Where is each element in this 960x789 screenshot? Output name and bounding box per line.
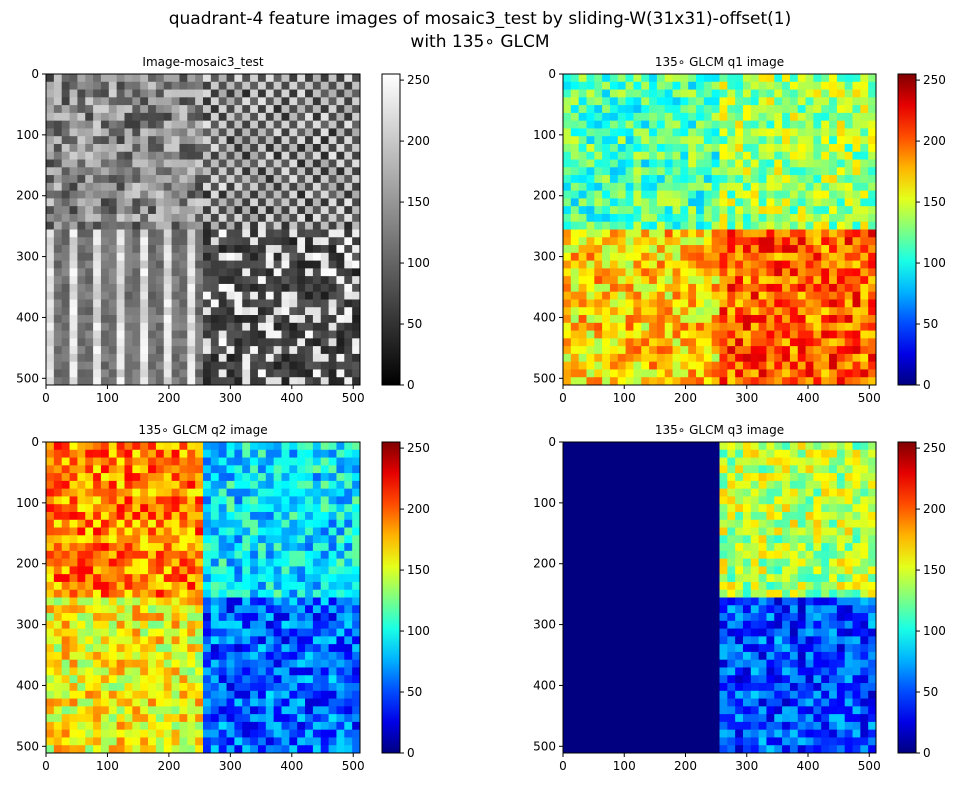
x-tick-label: 100: [613, 759, 636, 773]
heatmap-image-1: [46, 74, 360, 385]
y-tick-label: 100: [16, 496, 39, 510]
y-tick-label: 400: [533, 678, 556, 692]
x-tick-label: 0: [42, 759, 50, 773]
x-tick-label: 200: [157, 759, 180, 773]
x-tick-label: 500: [858, 391, 881, 405]
x-tick-label: 0: [559, 759, 567, 773]
x-tick-label: 400: [797, 759, 820, 773]
x-tick-label: 500: [858, 759, 881, 773]
y-tick-label: 300: [16, 250, 39, 264]
colorbar-tick-label: 100: [923, 256, 946, 270]
x-tick-label: 100: [613, 391, 636, 405]
colorbar-tick-label: 0: [923, 378, 931, 392]
x-tick-label: 300: [735, 391, 758, 405]
y-tick-label: 400: [16, 678, 39, 692]
colorbar-1: [381, 73, 401, 386]
subplot-title: Image-mosaic3_test: [142, 55, 263, 69]
colorbar-tick-label: 200: [407, 134, 430, 148]
heatmap-image-3: [46, 442, 360, 753]
x-tick-label: 0: [559, 391, 567, 405]
colorbar-tick-label: 200: [923, 134, 946, 148]
colorbar-3: [381, 441, 401, 754]
x-tick-label: 300: [219, 391, 242, 405]
x-tick-label: 0: [42, 391, 50, 405]
colorbar-tick-label: 250: [923, 441, 946, 455]
colorbar-tick-label: 0: [407, 746, 415, 760]
subplot-title: 135∘ GLCM q3 image: [655, 423, 784, 437]
colorbar-tick-label: 150: [407, 563, 430, 577]
y-tick-label: 200: [533, 189, 556, 203]
y-tick-label: 200: [533, 557, 556, 571]
y-tick-label: 200: [16, 557, 39, 571]
colorbar-tick-label: 200: [407, 502, 430, 516]
colorbar-2: [897, 73, 917, 386]
y-tick-label: 400: [16, 310, 39, 324]
colorbar-tick-label: 150: [923, 195, 946, 209]
colorbar-tick-label: 100: [407, 256, 430, 270]
subplot-title: 135∘ GLCM q1 image: [655, 55, 784, 69]
y-tick-label: 500: [16, 371, 39, 385]
subplot-title: 135∘ GLCM q2 image: [138, 423, 267, 437]
y-tick-label: 0: [31, 435, 39, 449]
colorbar-tick-label: 50: [923, 317, 938, 331]
colorbar-tick-label: 150: [407, 195, 430, 209]
colorbar-tick-label: 50: [407, 685, 422, 699]
y-tick-label: 100: [16, 128, 39, 142]
colorbar-tick-label: 50: [923, 685, 938, 699]
colorbar-tick-label: 100: [923, 624, 946, 638]
x-tick-label: 200: [157, 391, 180, 405]
x-tick-label: 400: [797, 391, 820, 405]
x-tick-label: 500: [342, 391, 365, 405]
y-tick-label: 300: [533, 250, 556, 264]
colorbar-tick-label: 0: [407, 378, 415, 392]
colorbar-tick-label: 200: [923, 502, 946, 516]
x-tick-label: 400: [280, 759, 303, 773]
figure-title-line-2: with 135∘ GLCM: [410, 32, 550, 52]
y-tick-label: 400: [533, 310, 556, 324]
plot-frame: [45, 441, 361, 754]
x-tick-label: 400: [280, 391, 303, 405]
y-tick-label: 300: [533, 618, 556, 632]
plot-frame: [562, 441, 877, 754]
colorbar-tick-label: 50: [407, 317, 422, 331]
colorbar-tick-label: 250: [407, 73, 430, 87]
x-tick-label: 200: [674, 391, 697, 405]
colorbar-tick-label: 250: [407, 441, 430, 455]
plot-frame: [562, 73, 877, 386]
y-tick-label: 200: [16, 189, 39, 203]
x-tick-label: 300: [219, 759, 242, 773]
y-tick-label: 0: [31, 67, 39, 81]
x-tick-label: 100: [96, 391, 119, 405]
y-tick-label: 500: [16, 739, 39, 753]
y-tick-label: 0: [548, 67, 556, 81]
plot-frame: [45, 73, 361, 386]
colorbar-tick-label: 0: [923, 746, 931, 760]
y-tick-label: 500: [533, 371, 556, 385]
x-tick-label: 500: [342, 759, 365, 773]
colorbar-4: [897, 441, 917, 754]
x-tick-label: 100: [96, 759, 119, 773]
colorbar-tick-label: 150: [923, 563, 946, 577]
colorbar-tick-label: 250: [923, 73, 946, 87]
y-tick-label: 500: [533, 739, 556, 753]
heatmap-image-2: [563, 74, 876, 385]
heatmap-image-4: [563, 442, 876, 753]
y-tick-label: 0: [548, 435, 556, 449]
figure-title-line-1: quadrant-4 feature images of mosaic3_tes…: [168, 9, 792, 29]
colorbar-tick-label: 100: [407, 624, 430, 638]
y-tick-label: 100: [533, 496, 556, 510]
x-tick-label: 300: [735, 759, 758, 773]
y-tick-label: 100: [533, 128, 556, 142]
y-tick-label: 300: [16, 618, 39, 632]
x-tick-label: 200: [674, 759, 697, 773]
